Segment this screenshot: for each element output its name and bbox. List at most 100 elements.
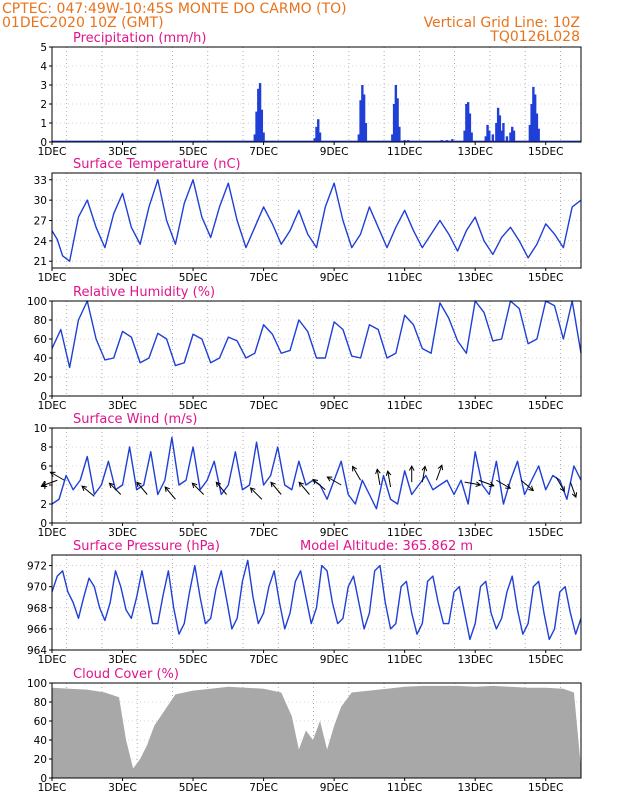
rh-xtick-label: 5DEC [179,400,208,412]
temp-ytick-label: 30 [34,195,47,207]
pres-xtick-label: 9DEC [320,654,349,666]
pres-xtick-label: 7DEC [249,654,278,666]
wind-xtick-label: 1DEC [38,527,67,539]
wind-ytick-label: 0 [40,518,47,530]
pres-frame [51,554,582,651]
cloud-area [52,685,581,778]
wind-series-line [51,436,582,510]
wind-arrow-head [375,468,381,475]
precip-bar [392,104,396,142]
rh-xtick-label: 3DEC [108,400,137,412]
wind-arrow-shaft [464,481,481,486]
header-model: TQ0126L028 [489,29,580,45]
precip-bar [364,123,368,142]
precip-bar [255,111,258,142]
precip-frame [51,46,582,143]
pres-ytick-label: 972 [27,561,47,573]
cloud-xtick-label: 15DEC [528,782,563,794]
pres-ytick-label: 966 [27,624,47,636]
precip-bar [509,132,512,142]
precip-xtick-label: 7DEC [249,146,278,158]
wind-arrow-shaft [81,485,95,497]
pres-xtick-label: 3DEC [108,654,137,666]
wind-arrow-shaft [352,466,362,481]
wind-arrow-shaft [387,471,392,487]
wind-arrow-head [488,481,495,487]
temp-xtick-label: 1DEC [38,272,67,284]
wind-arrow-shaft [520,479,534,491]
rh-series-line [51,300,582,369]
cloud-xtick-label: 9DEC [320,782,349,794]
rh-xtick-label: 13DEC [457,400,492,412]
wind-arrow-head [437,464,444,471]
header-date: 01DEC2020 10Z (GMT) [2,15,164,31]
wind-arrow-head [505,483,512,489]
wind-arrow-shaft [435,465,443,481]
cloud-xtick-label: 7DEC [249,782,278,794]
precip-bar [470,132,473,142]
wind-arrow-shaft [478,479,494,487]
wind-arrow-head [312,478,319,485]
wind-arrow-head [41,481,48,487]
rh-ytick-label: 80 [34,315,47,327]
precip-bar [533,94,537,142]
wind-arrow-head [136,481,142,488]
wind-arrow-shaft [327,476,342,486]
wind-arrow-head [559,486,565,493]
rh-ytick-label: 40 [34,353,47,365]
precip-ytick-label: 2 [40,99,47,111]
precip-bar [398,126,401,142]
precip-ytick-label: 1 [40,118,47,130]
precip-bar [468,113,472,142]
cloud-xtick-label: 13DEC [457,782,492,794]
precip-bar [318,132,322,142]
pres-ytick-label: 970 [27,582,47,594]
precip-xtick-label: 1DEC [38,146,67,158]
rh-xtick-label: 15DEC [528,400,563,412]
cloud-ytick-label: 20 [34,754,47,766]
wind-xtick-label: 9DEC [320,527,349,539]
wind-xtick-label: 7DEC [249,527,278,539]
pres-subtitle: Model Altitude: 365.862 m [300,539,473,554]
wind-arrow-head [571,492,578,499]
header-station: CPTEC: 047:49W-10:45S MONTE DO CARMO (TO… [2,1,347,17]
wind-xtick-label: 11DEC [387,527,422,539]
wind-arrow-head [270,481,276,488]
temp-ytick-label: 24 [34,236,48,248]
rh-ytick-label: 100 [27,296,47,308]
wind-arrow-shaft [421,466,426,483]
precip-bar [511,126,514,142]
precip-bar [391,134,394,142]
precip-ytick-label: 0 [40,137,47,149]
temp-series-line [51,179,582,262]
precip-bar [253,134,256,142]
wind-arrow-shaft [136,481,148,495]
precip-bar [361,85,364,142]
rh-ytick-label: 20 [34,372,47,384]
wind-arrow-head [528,485,535,492]
temp-xtick-label: 13DEC [457,272,492,284]
precip-xtick-label: 5DEC [179,146,208,158]
precip-ytick-label: 4 [40,61,47,73]
wind-ytick-label: 6 [40,461,47,473]
wind-arrow-head [108,482,115,489]
temp-title: Surface Temperature (nC) [73,157,241,172]
cloud-title: Cloud Cover (%) [73,667,179,682]
wind-arrow-head [475,481,482,488]
wind-arrow-shaft [250,487,263,500]
wind-arrow-shaft [215,481,227,495]
temp-xtick-label: 9DEC [320,272,349,284]
temp-ytick-label: 27 [34,216,47,228]
precip-bar [257,88,260,142]
wind-arrow-head [191,482,198,489]
pres-xtick-label: 5DEC [179,654,208,666]
precip-bar [488,130,491,142]
cloud-ytick-label: 100 [27,678,47,690]
wind-arrow-head [326,476,333,482]
precip-bar [258,83,262,142]
precip-bar [528,124,532,142]
precip-bar [396,98,399,142]
rh-ytick-label: 60 [34,334,47,346]
wind-xtick-label: 5DEC [179,527,208,539]
